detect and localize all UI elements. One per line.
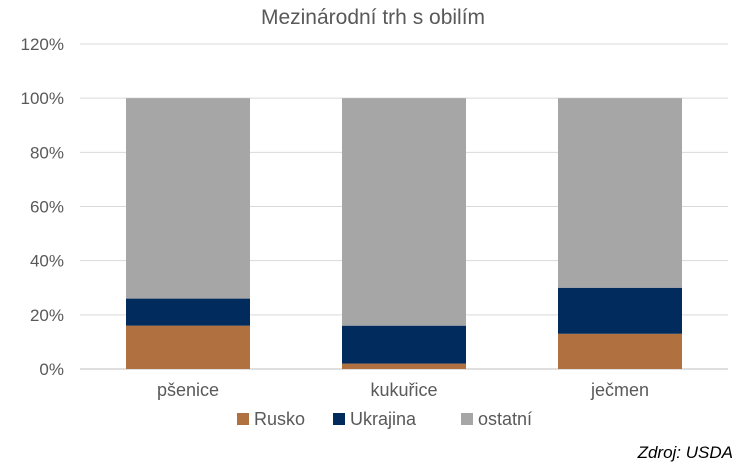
x-tick-label: kukuřice: [370, 380, 437, 400]
legend-label: Rusko: [254, 409, 305, 429]
y-tick-label: 80%: [30, 143, 64, 162]
bar-segment: [342, 98, 466, 326]
y-tick-label: 40%: [30, 252, 64, 271]
x-tick-label: pšenice: [157, 380, 219, 400]
y-tick-label: 100%: [21, 89, 64, 108]
x-tick-label: ječmen: [590, 380, 649, 400]
y-axis-tick-labels: 0% 20% 40% 60% 80% 100% 120%: [21, 35, 64, 379]
source-note: Zdroj: USDA: [637, 443, 733, 462]
legend: Rusko Ukrajina ostatní: [237, 409, 532, 429]
chart-title: Mezinárodní trh s obilím: [261, 6, 485, 29]
y-tick-label: 60%: [30, 198, 64, 217]
bars: [126, 98, 682, 369]
y-tick-label: 0%: [39, 360, 64, 379]
x-axis-tick-labels: pšenice kukuřice ječmen: [157, 380, 649, 400]
bar-segment: [558, 333, 682, 369]
legend-label: ostatní: [478, 409, 532, 429]
bar-segment: [126, 325, 250, 369]
legend-swatch: [461, 413, 473, 425]
y-tick-label: 20%: [30, 306, 64, 325]
bar-segment: [126, 98, 250, 299]
legend-label: Ukrajina: [350, 409, 417, 429]
legend-swatch: [333, 413, 345, 425]
y-tick-label: 120%: [21, 35, 64, 54]
bar-segment: [558, 287, 682, 334]
bar-segment: [342, 363, 466, 369]
bar-segment: [558, 98, 682, 288]
legend-swatch: [237, 413, 249, 425]
bar-segment: [342, 325, 466, 364]
bar-segment: [126, 298, 250, 326]
